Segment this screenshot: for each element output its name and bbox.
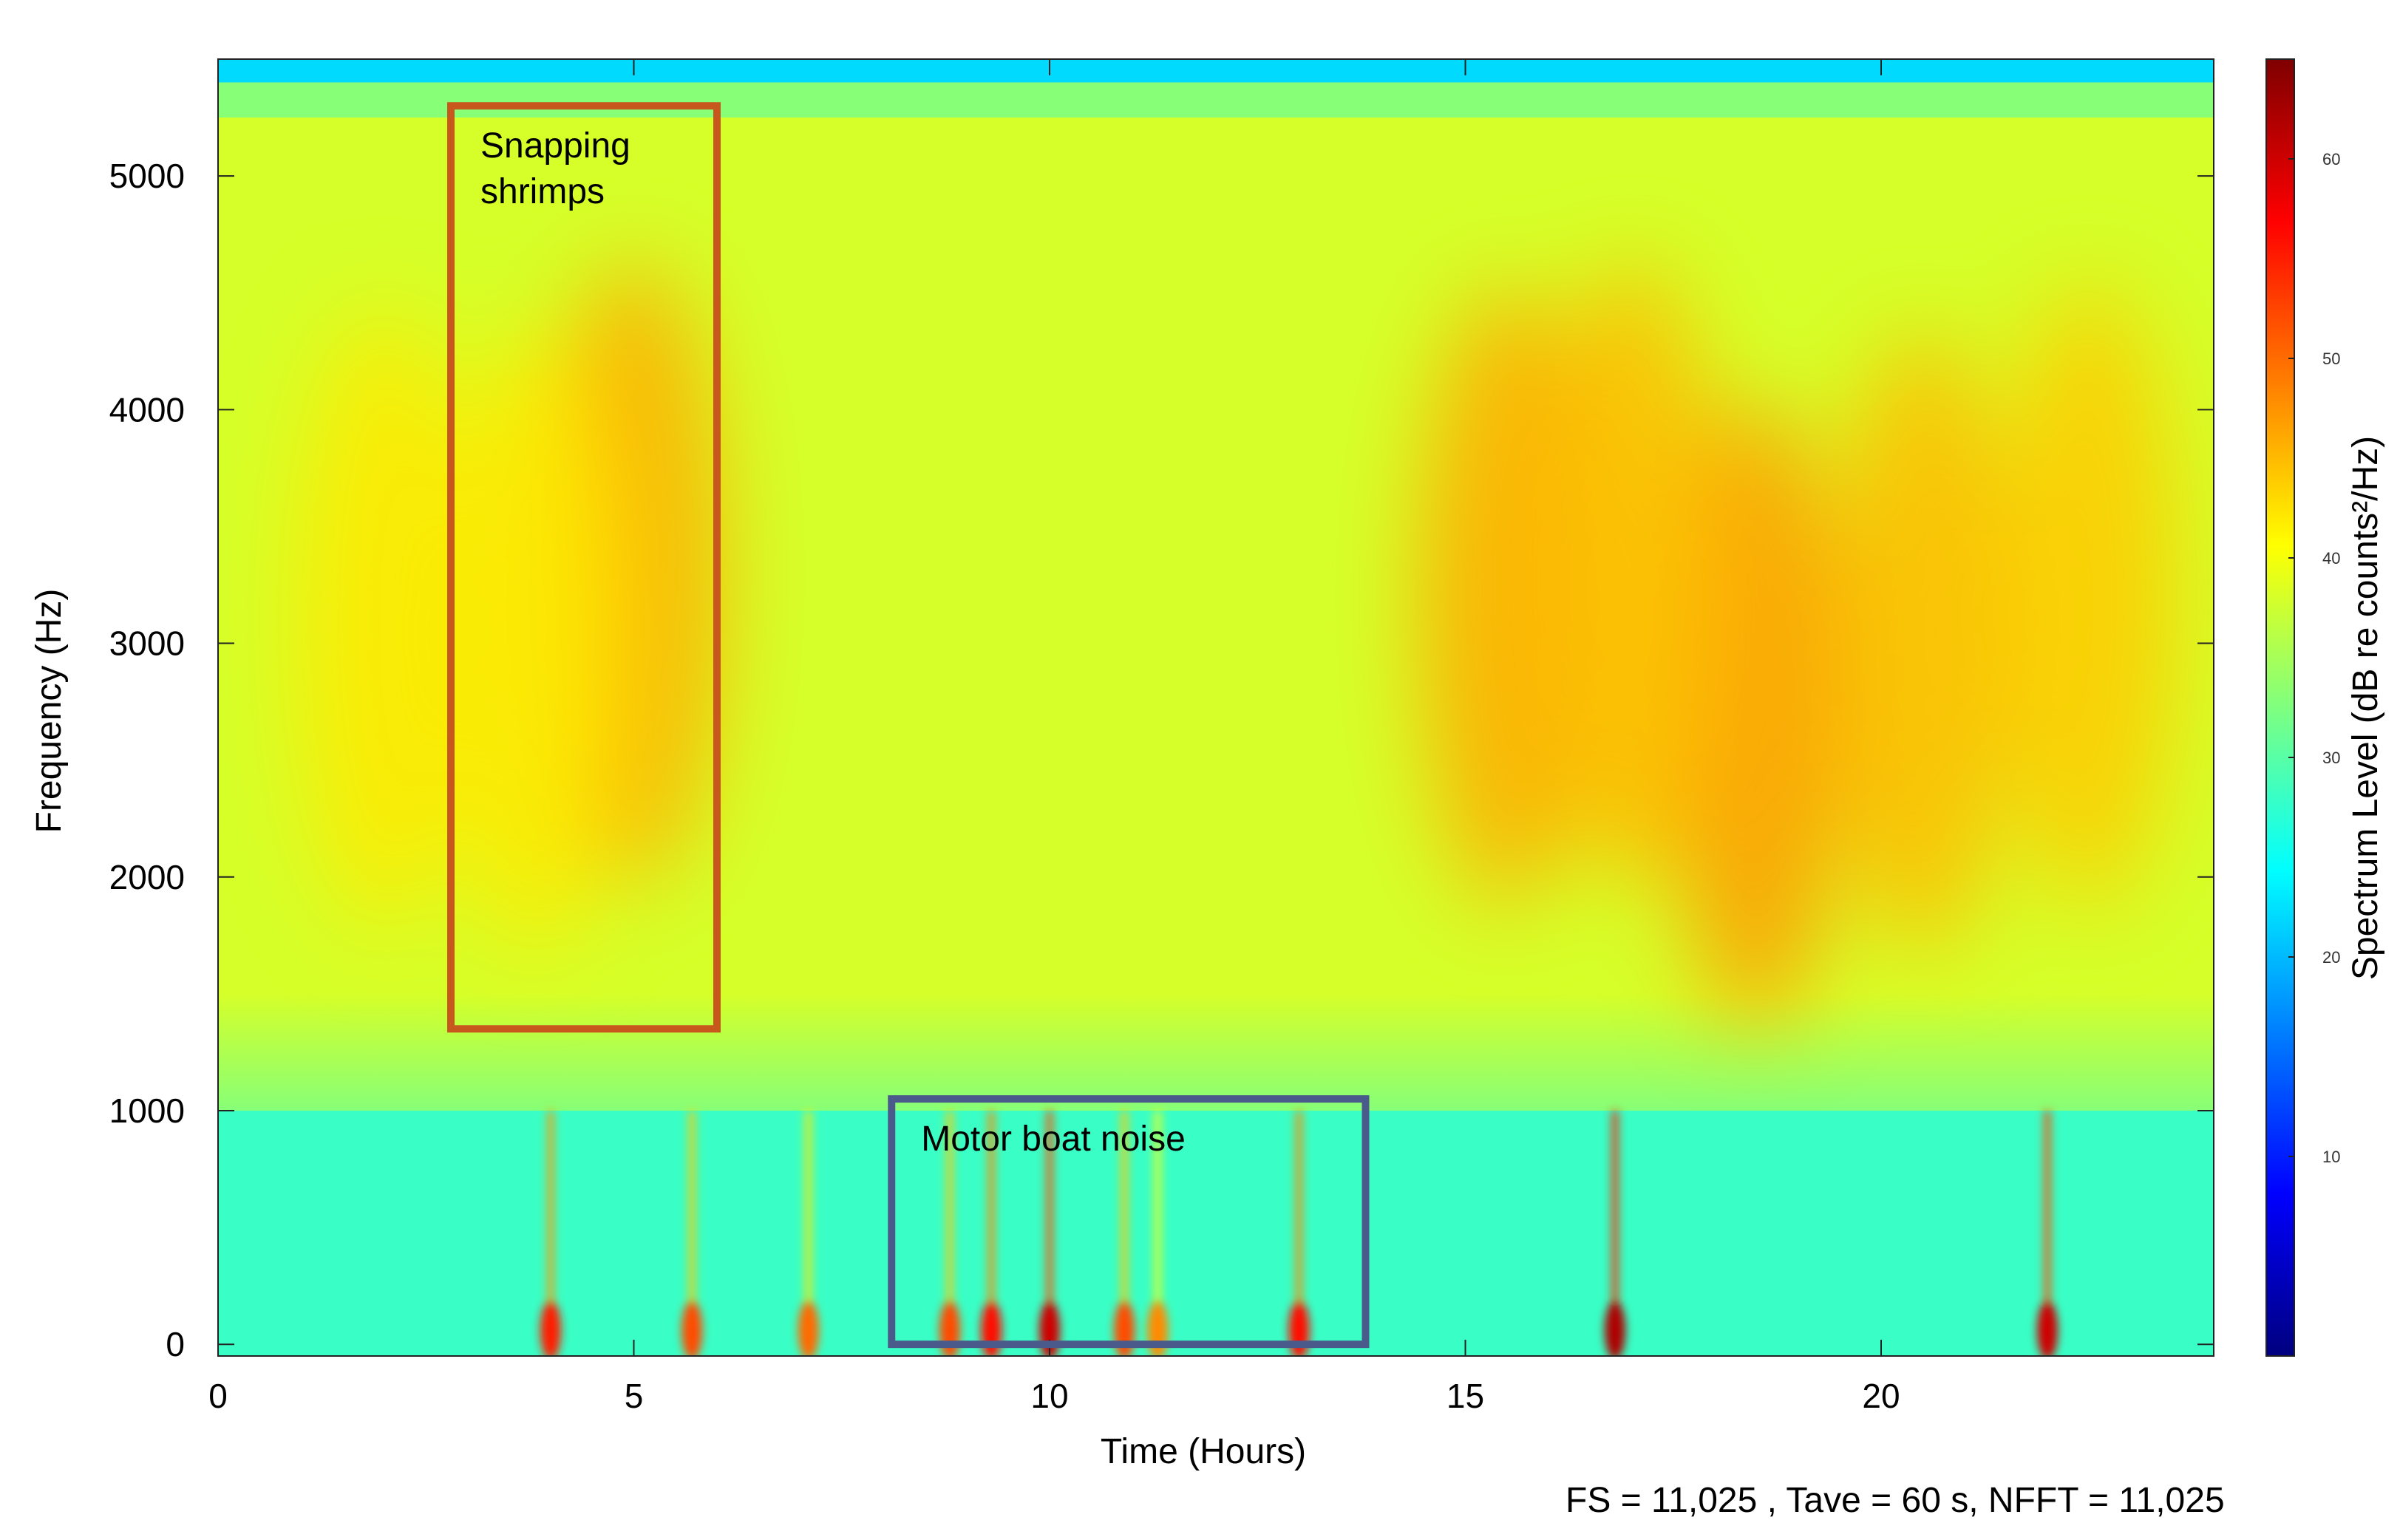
y-tick-label: 5000 xyxy=(109,157,185,195)
y-axis-ticks: 0 1000 2000 3000 4000 5000 xyxy=(109,157,2214,1363)
boat-event-streak xyxy=(688,1110,696,1356)
boat-event-peak xyxy=(1147,1301,1169,1356)
y-tick-label: 4000 xyxy=(109,390,185,429)
heatmap-hotspot xyxy=(445,333,623,954)
boat-event-peak xyxy=(1288,1301,1310,1356)
annotation-motor-boat-noise: Motor boat noise xyxy=(888,1095,1370,1349)
heatmap-hotspots xyxy=(296,262,2178,1024)
colorbar-ticks: 10 20 30 40 50 60 xyxy=(2288,150,2340,1166)
heatmap-band xyxy=(218,1110,2214,1356)
plot-frame xyxy=(217,58,2214,1357)
colorbar-gradient xyxy=(2265,58,2295,1357)
x-tick-label: 10 xyxy=(1030,1377,1068,1415)
footnote: FS = 11,025 , Tave = 60 s, NFFT = 11,025 xyxy=(1566,1481,2225,1520)
heatmap-band xyxy=(218,82,2214,118)
boat-event-streak xyxy=(1154,1110,1162,1356)
boat-event-streak xyxy=(1295,1110,1303,1356)
annotation-box xyxy=(447,102,721,1033)
boat-event-peak xyxy=(981,1301,1002,1356)
colorbar-tick-label: 60 xyxy=(2322,150,2340,168)
annotation-label: shrimps xyxy=(480,172,605,211)
heatmap-hotspot xyxy=(296,309,473,930)
colorbar-tick-label: 20 xyxy=(2322,948,2340,967)
x-tick-label: 15 xyxy=(1447,1377,1484,1415)
boat-event-peak xyxy=(1605,1301,1625,1356)
boat-event-peak xyxy=(798,1301,819,1356)
boat-event-peak xyxy=(939,1301,960,1356)
boat-event-peak xyxy=(540,1301,561,1356)
colorbar: 10 20 30 40 50 60 xyxy=(2265,58,2340,1357)
boat-event-streak xyxy=(946,1110,953,1356)
boat-event-streak xyxy=(987,1110,996,1356)
heatmap-hotspot xyxy=(2000,286,2178,907)
heatmap-hotspot xyxy=(1418,286,1596,907)
colorbar-title: Spectrum Level (dB re counts²/Hz) xyxy=(2346,436,2385,980)
annotation-layer: Snapping shrimps Motor boat noise xyxy=(447,102,1370,1349)
annotation-snapping-shrimps: Snapping shrimps xyxy=(447,102,721,1033)
annotation-label: Motor boat noise xyxy=(921,1120,1186,1159)
colorbar-tick-label: 40 xyxy=(2322,549,2340,568)
y-tick-label: 0 xyxy=(166,1325,185,1363)
boat-event-streak xyxy=(1046,1110,1053,1356)
boat-event-streak xyxy=(804,1110,812,1356)
heatmap-hotspot xyxy=(1543,262,1721,884)
x-axis-ticks: 0 5 10 15 20 xyxy=(208,59,1900,1415)
heatmap-hotspot xyxy=(1834,333,2012,954)
y-axis-title: Frequency (Hz) xyxy=(30,589,69,834)
boat-event-streak xyxy=(1121,1110,1129,1356)
annotation-box xyxy=(888,1095,1370,1349)
y-tick-label: 1000 xyxy=(109,1091,185,1130)
boat-event-streak xyxy=(547,1110,554,1356)
colorbar-tick-label: 10 xyxy=(2322,1148,2340,1166)
heatmap-band xyxy=(218,993,2214,1111)
boat-event-streak xyxy=(1611,1110,1619,1356)
x-tick-label: 20 xyxy=(1862,1377,1900,1415)
x-tick-label: 0 xyxy=(208,1377,228,1415)
colorbar-tick-label: 50 xyxy=(2322,350,2340,368)
spectrogram-plot: 0 5 10 15 20 0 1000 2000 3000 4000 5000 xyxy=(109,58,2214,1415)
colorbar-tick-label: 30 xyxy=(2322,749,2340,767)
boat-event-peak xyxy=(1114,1301,1135,1356)
boat-event-streak xyxy=(2044,1110,2051,1356)
heatmap-boat-events xyxy=(540,1110,2058,1356)
y-tick-label: 2000 xyxy=(109,858,185,896)
annotation-label: Snapping xyxy=(480,126,630,166)
heatmap-band xyxy=(218,59,2214,83)
spectrogram-heatmap xyxy=(218,59,2214,1356)
boat-event-peak xyxy=(681,1301,703,1356)
boat-event-peak xyxy=(2037,1301,2058,1356)
y-tick-label: 3000 xyxy=(109,624,185,663)
x-axis-title: Time (Hours) xyxy=(1101,1432,1306,1471)
x-tick-label: 5 xyxy=(625,1377,644,1415)
